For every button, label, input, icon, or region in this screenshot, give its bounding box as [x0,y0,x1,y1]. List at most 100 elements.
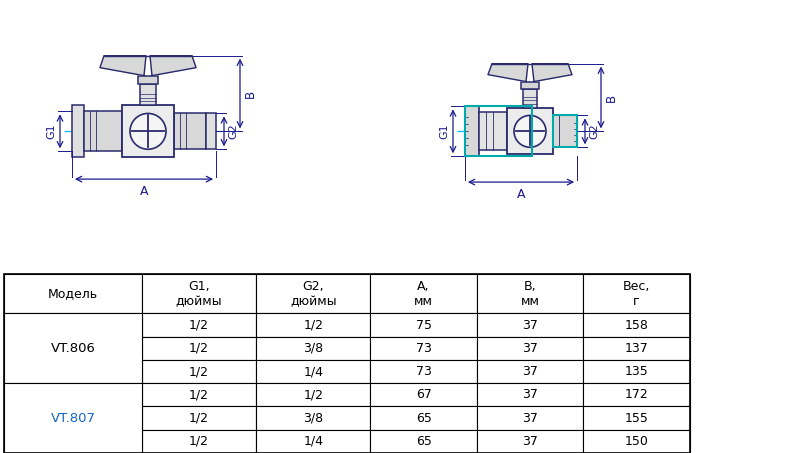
Text: 65: 65 [416,412,431,424]
Text: 73: 73 [416,365,431,378]
Bar [465,106,479,156]
Bar [553,116,577,147]
Bar [140,83,156,106]
Bar [4,313,142,383]
Text: 73: 73 [416,342,431,355]
Bar [477,430,583,453]
Bar [583,274,690,313]
Text: 67: 67 [416,388,431,401]
Bar [142,360,256,383]
Circle shape [130,113,166,149]
Bar [370,406,477,430]
Bar [256,313,370,337]
Bar [256,274,370,313]
Bar [583,406,690,430]
Text: 1/2: 1/2 [303,388,323,401]
Text: G2: G2 [228,124,238,139]
Bar [465,106,532,156]
Bar [521,82,539,88]
Text: VT.807: VT.807 [50,412,95,424]
Text: Модель: Модель [48,287,98,300]
Bar [477,360,583,383]
Polygon shape [150,56,196,76]
Bar [477,383,583,406]
Text: 37: 37 [522,318,538,332]
Bar [256,337,370,360]
Bar [142,430,256,453]
Text: 3/8: 3/8 [303,342,323,355]
Text: 37: 37 [522,435,538,448]
Text: 1/2: 1/2 [189,318,209,332]
Text: A: A [517,188,526,201]
Bar [477,337,583,360]
Text: VT.806: VT.806 [50,342,95,355]
Bar [553,116,577,147]
Bar [142,406,256,430]
Bar [142,337,256,360]
Bar [138,76,158,83]
Bar [477,406,583,430]
Bar [206,113,216,149]
Bar [4,274,690,453]
Bar [370,313,477,337]
Text: 1/4: 1/4 [303,435,323,448]
Text: 1/2: 1/2 [189,435,209,448]
Text: 172: 172 [625,388,648,401]
Bar [370,360,477,383]
Text: A: A [140,185,148,198]
Bar [256,360,370,383]
Bar [370,430,477,453]
Text: В,
мм: В, мм [521,280,539,308]
Bar [122,106,174,157]
Text: 1/2: 1/2 [189,342,209,355]
Text: А,
мм: А, мм [414,280,433,308]
Bar [84,111,122,151]
Text: 37: 37 [522,365,538,378]
Bar [256,383,370,406]
Bar [142,383,256,406]
Text: G1: G1 [439,124,449,139]
Bar [583,313,690,337]
Text: 37: 37 [522,412,538,424]
Text: 37: 37 [522,388,538,401]
Bar [256,430,370,453]
Bar [142,313,256,337]
Polygon shape [488,64,528,82]
Text: 1/2: 1/2 [303,318,323,332]
Bar [370,274,477,313]
Bar [583,430,690,453]
Text: 137: 137 [625,342,648,355]
Text: 1/2: 1/2 [189,365,209,378]
Text: 158: 158 [625,318,648,332]
Text: Вес,
г: Вес, г [622,280,650,308]
Text: 3/8: 3/8 [303,412,323,424]
Text: 1/2: 1/2 [189,388,209,401]
Text: G1,
дюймы: G1, дюймы [176,280,222,308]
Bar [72,106,84,157]
Text: 135: 135 [625,365,648,378]
Text: 155: 155 [625,412,648,424]
Bar [477,313,583,337]
Bar [142,274,256,313]
Circle shape [514,116,546,147]
Bar [523,88,537,108]
Text: B: B [244,89,257,97]
Bar [4,383,142,453]
Bar [507,108,553,154]
Bar [479,112,507,150]
Bar [4,274,142,313]
Text: 65: 65 [416,435,431,448]
Bar [583,360,690,383]
Text: G2: G2 [589,124,599,139]
Polygon shape [532,64,572,82]
Text: G1: G1 [46,124,56,139]
Bar [370,337,477,360]
Polygon shape [100,56,146,76]
Bar [256,406,370,430]
Text: 1/2: 1/2 [189,412,209,424]
Bar [583,383,690,406]
Bar [583,337,690,360]
Text: 1/4: 1/4 [303,365,323,378]
Bar [477,274,583,313]
Bar [174,113,206,149]
